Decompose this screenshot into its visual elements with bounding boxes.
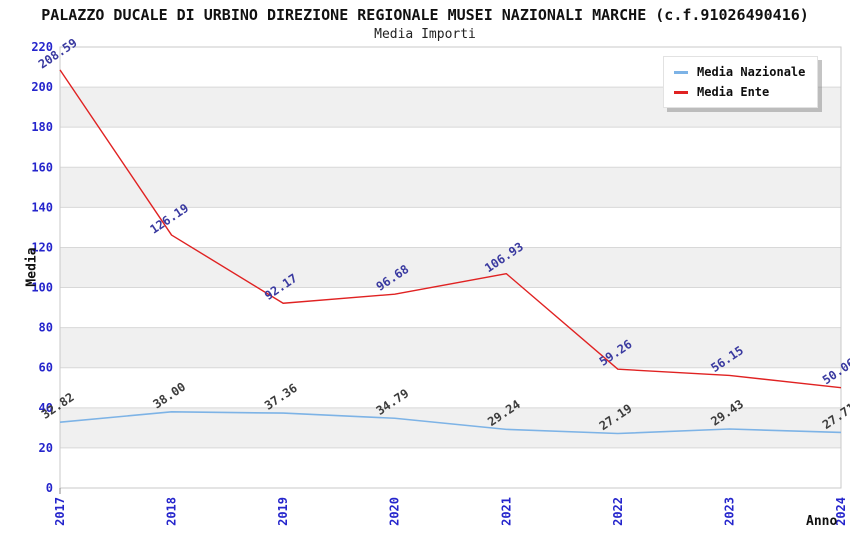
series-line-media-ente <box>59 69 842 389</box>
plot-band <box>60 207 841 248</box>
media-ente-line-swatch-icon <box>674 90 688 94</box>
plot-band <box>60 167 841 208</box>
x-tick-label: 2021 <box>499 497 513 526</box>
y-tick-label: 80 <box>39 321 53 335</box>
y-tick-label: 180 <box>31 120 53 134</box>
plot-band <box>60 247 841 288</box>
x-axis-title: Anno <box>806 514 838 529</box>
y-axis-title: Media <box>24 247 40 287</box>
y-tick-label: 40 <box>39 401 53 415</box>
y-tick-label: 160 <box>31 160 53 174</box>
y-tick-label: 220 <box>31 40 53 54</box>
y-tick-label: 120 <box>31 240 53 254</box>
plot-band <box>60 127 841 168</box>
x-tick-label: 2023 <box>722 497 736 526</box>
y-tick-label: 100 <box>31 281 53 295</box>
y-tick-label: 200 <box>31 80 53 94</box>
series-line-media-nazionale <box>59 411 842 435</box>
y-tick-label: 0 <box>46 481 53 495</box>
legend-label-media-ente: Media Ente <box>697 85 770 99</box>
legend-item-media-nazionale: Media Nazionale <box>674 65 805 79</box>
chart-subtitle: Media Importi <box>374 27 476 42</box>
y-tick-label: 140 <box>31 200 53 214</box>
plot-band <box>60 327 841 368</box>
plot-band <box>60 407 841 448</box>
x-tick-label: 2018 <box>165 497 179 526</box>
plot-band <box>60 287 841 328</box>
x-tick-label: 2024 <box>834 497 848 526</box>
legend-item-media-ente: Media Ente <box>674 85 805 99</box>
x-tick-label: 2017 <box>53 497 67 526</box>
legend: Media Nazionale Media Ente <box>663 56 819 108</box>
plot-band <box>60 447 841 488</box>
x-tick-label: 2022 <box>611 497 625 526</box>
plot-border <box>59 46 842 489</box>
y-tick-label: 20 <box>39 441 53 455</box>
y-tick-label: 60 <box>39 361 53 375</box>
legend-label-media-nazionale: Media Nazionale <box>697 65 806 79</box>
x-tick-label: 2020 <box>388 497 402 526</box>
media-nazionale-line-swatch-icon <box>674 70 688 74</box>
chart-title: PALAZZO DUCALE DI URBINO DIREZIONE REGIO… <box>41 6 809 24</box>
x-tick-label: 2019 <box>276 497 290 526</box>
